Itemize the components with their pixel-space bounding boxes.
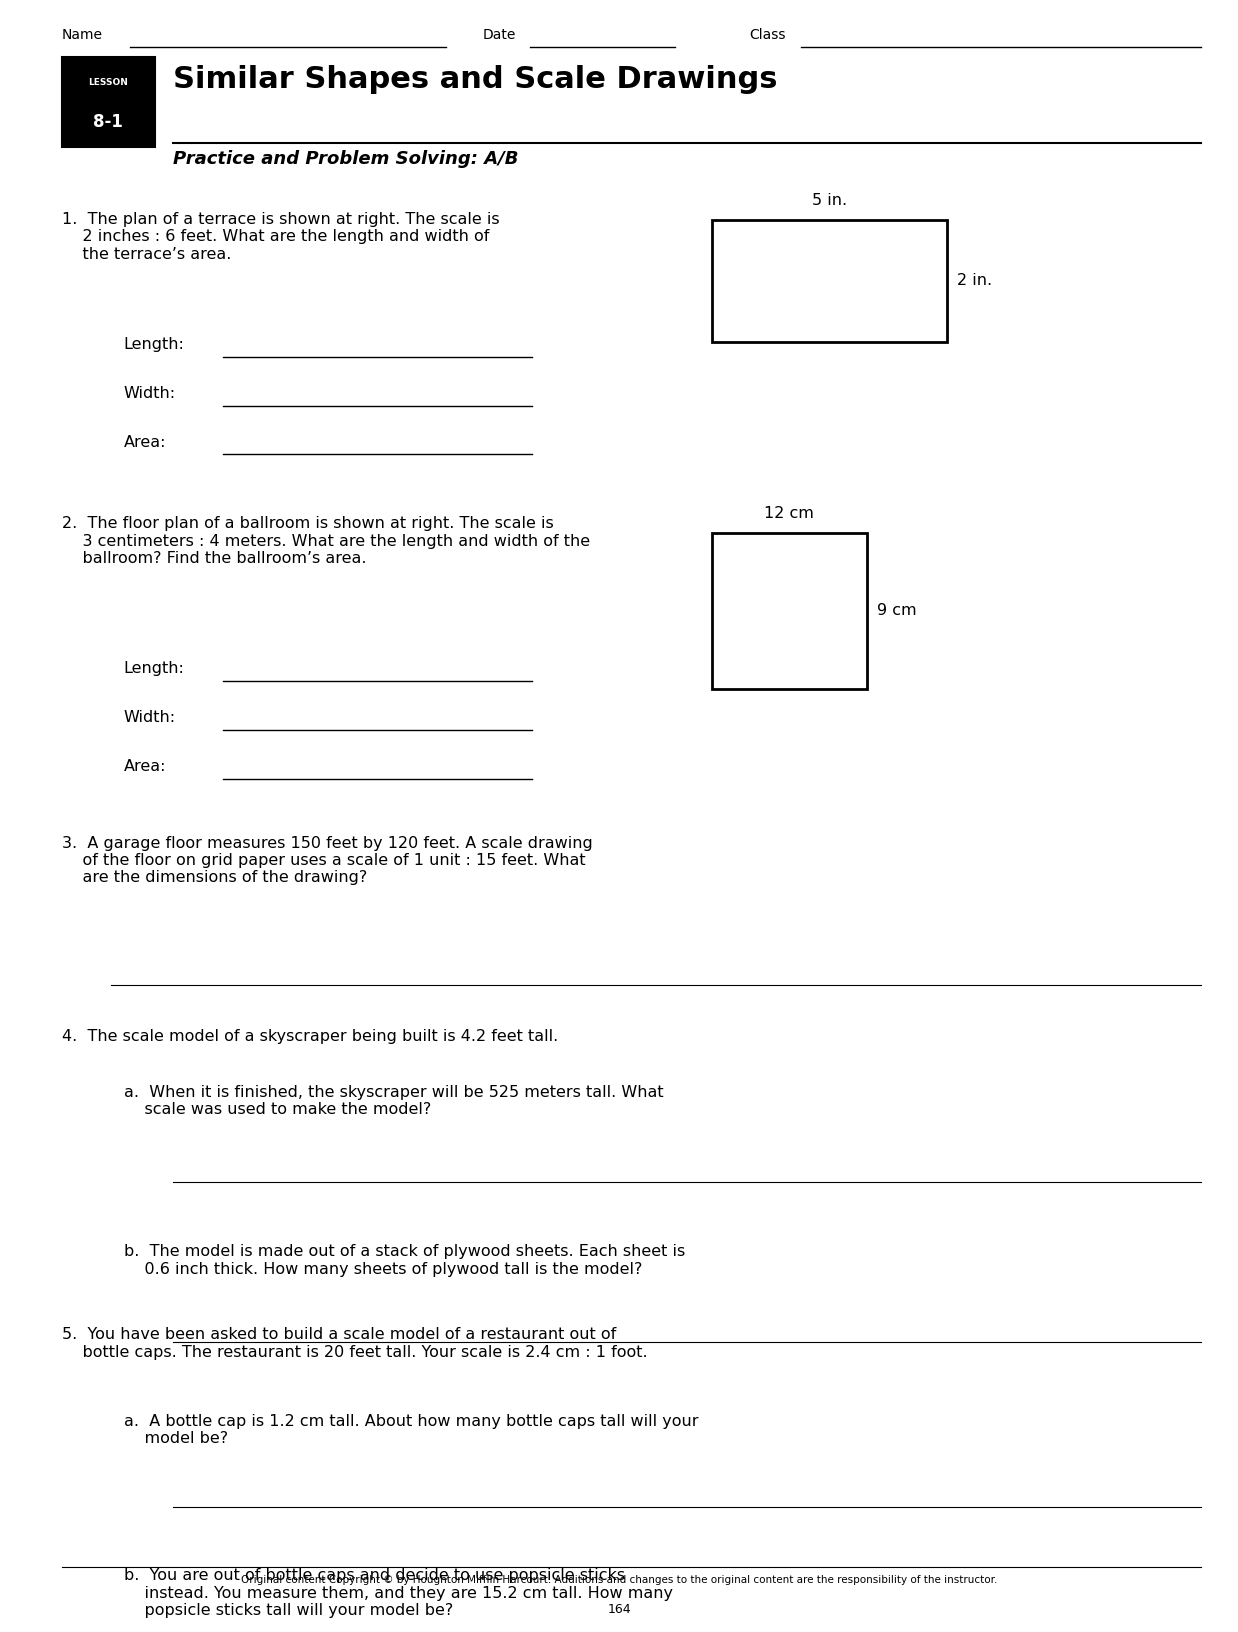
Text: 2.  The floor plan of a ballroom is shown at right. The scale is
    3 centimete: 2. The floor plan of a ballroom is shown… bbox=[62, 516, 591, 566]
Bar bbox=[62, 57, 155, 147]
Text: a.  A bottle cap is 1.2 cm tall. About how many bottle caps tall will your
    m: a. A bottle cap is 1.2 cm tall. About ho… bbox=[124, 1413, 698, 1446]
Text: 1.  The plan of a terrace is shown at right. The scale is
    2 inches : 6 feet.: 1. The plan of a terrace is shown at rig… bbox=[62, 212, 499, 261]
Text: Length:: Length: bbox=[124, 661, 184, 676]
Text: 4.  The scale model of a skyscraper being built is 4.2 feet tall.: 4. The scale model of a skyscraper being… bbox=[62, 1030, 558, 1044]
Text: Area:: Area: bbox=[124, 759, 166, 774]
Text: 5 in.: 5 in. bbox=[812, 194, 847, 209]
Text: 164: 164 bbox=[607, 1603, 631, 1616]
Text: Length:: Length: bbox=[124, 338, 184, 353]
Text: Date: Date bbox=[483, 28, 516, 42]
Text: Class: Class bbox=[749, 28, 785, 42]
Text: Practice and Problem Solving: A/B: Practice and Problem Solving: A/B bbox=[173, 150, 519, 168]
Bar bbox=[712, 532, 867, 689]
Bar bbox=[712, 220, 947, 343]
Text: b.  The model is made out of a stack of plywood sheets. Each sheet is
    0.6 in: b. The model is made out of a stack of p… bbox=[124, 1244, 685, 1276]
Text: 3.  A garage floor measures 150 feet by 120 feet. A scale drawing
    of the flo: 3. A garage floor measures 150 feet by 1… bbox=[62, 836, 593, 885]
Text: 2 in.: 2 in. bbox=[957, 274, 992, 289]
Text: 12 cm: 12 cm bbox=[764, 506, 815, 521]
Text: a.  When it is finished, the skyscraper will be 525 meters tall. What
    scale : a. When it is finished, the skyscraper w… bbox=[124, 1085, 664, 1118]
Text: b.  You are out of bottle caps and decide to use popsicle sticks
    instead. Yo: b. You are out of bottle caps and decide… bbox=[124, 1568, 672, 1619]
Text: Width:: Width: bbox=[124, 387, 176, 401]
Text: 9 cm: 9 cm bbox=[877, 604, 916, 619]
Text: 8-1: 8-1 bbox=[93, 113, 124, 131]
Text: LESSON: LESSON bbox=[88, 78, 129, 86]
Text: 5.  You have been asked to build a scale model of a restaurant out of
    bottle: 5. You have been asked to build a scale … bbox=[62, 1327, 647, 1359]
Text: Area:: Area: bbox=[124, 434, 166, 450]
Text: Name: Name bbox=[62, 28, 103, 42]
Text: Original content Copyright © by Houghton Mifflin Harcourt. Additions and changes: Original content Copyright © by Houghton… bbox=[241, 1575, 997, 1585]
Text: Width:: Width: bbox=[124, 710, 176, 725]
Text: Similar Shapes and Scale Drawings: Similar Shapes and Scale Drawings bbox=[173, 65, 777, 95]
